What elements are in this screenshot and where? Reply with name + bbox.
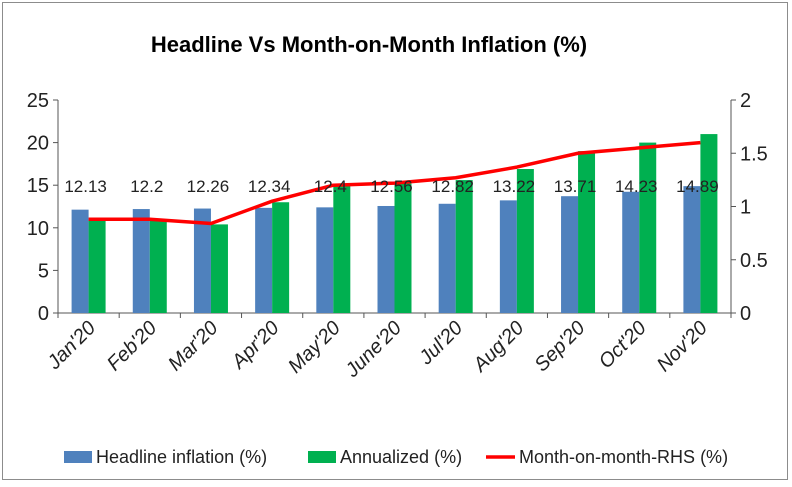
right-tick-label: 1	[740, 197, 751, 219]
plot-area: 0 5 10 15 20 25 0 0.5 1 1.5 2 Jan'20 Feb'20 Mar'20 Apr…	[27, 90, 768, 382]
headline-bar	[71, 209, 89, 313]
legend-swatch-annualized	[308, 451, 336, 463]
annualized-bar	[394, 183, 412, 313]
left-tick-label: 10	[27, 218, 49, 240]
x-category-label: June'20	[341, 317, 406, 382]
headline-bar	[561, 196, 579, 313]
headline-bar	[499, 200, 517, 313]
annualized-bar	[149, 220, 167, 313]
headline-bar	[132, 209, 150, 313]
x-category-label: Mar'20	[164, 317, 222, 375]
legend: Headline inflation (%) Annualized (%) Mont…	[64, 447, 728, 467]
headline-bar	[316, 207, 334, 313]
x-category-label: Oct'20	[595, 317, 651, 373]
annualized-bar	[88, 220, 106, 313]
headline-data-label: 14.23	[615, 177, 658, 196]
annualized-bar	[455, 180, 473, 313]
legend-label-month-on-month: Month-on-month-RHS (%)	[519, 447, 728, 467]
x-category-label: Jan'20	[43, 317, 100, 374]
left-tick-label: 5	[38, 260, 49, 282]
annualized-bar	[578, 151, 596, 313]
annualized-bar	[210, 224, 228, 313]
headline-data-label: 12.56	[370, 177, 413, 196]
headline-data-label: 12.4	[314, 177, 347, 196]
right-tick-label: 0	[740, 303, 751, 325]
headline-data-label: 13.22	[493, 177, 536, 196]
month-on-month-line	[88, 140, 701, 226]
x-category-label: May'20	[284, 317, 345, 378]
headline-bar	[438, 203, 456, 313]
chart-canvas: Headline Vs Month-on-Month Inflation (%)…	[27, 32, 768, 467]
left-tick-label: 0	[38, 303, 49, 325]
x-category-label: Nov'20	[653, 317, 712, 376]
headline-bar	[193, 208, 211, 313]
x-category-label: Sep'20	[530, 317, 589, 376]
legend-swatch-headline	[64, 451, 92, 463]
legend-label-annualized: Annualized (%)	[340, 447, 462, 467]
right-tick-label: 1.5	[740, 143, 768, 165]
annualized-bar	[333, 185, 351, 313]
annualized-bar	[516, 169, 534, 313]
chart-frame: Headline Vs Month-on-Month Inflation (%)…	[2, 2, 788, 480]
headline-bar	[255, 207, 273, 313]
right-tick-label: 2	[740, 90, 751, 112]
headline-bar	[622, 191, 640, 313]
x-category-label: Apr'20	[227, 317, 284, 374]
headline-data-label: 12.82	[431, 177, 474, 196]
x-category-label: Aug'20	[469, 317, 529, 377]
right-tick-label: 0.5	[740, 250, 768, 272]
headline-data-label: 14.89	[676, 177, 719, 196]
headline-data-label: 12.13	[64, 177, 107, 196]
x-category-label: Feb'20	[103, 317, 161, 375]
annualized-bar	[700, 134, 718, 313]
headline-data-label: 12.26	[187, 177, 230, 196]
left-tick-label: 20	[27, 133, 49, 155]
headline-data-label: 12.2	[130, 177, 163, 196]
headline-bar	[377, 205, 395, 313]
annualized-bar	[639, 142, 657, 313]
left-tick-label: 15	[27, 175, 49, 197]
annualized-bar	[272, 202, 290, 313]
left-tick-label: 25	[27, 90, 49, 112]
chart-title: Headline Vs Month-on-Month Inflation (%)	[151, 32, 587, 57]
headline-bar	[683, 186, 701, 313]
headline-data-label: 12.34	[248, 177, 291, 196]
x-category-label: Jul'20	[414, 317, 467, 370]
headline-data-label: 13.71	[554, 177, 597, 196]
legend-label-headline: Headline inflation (%)	[96, 447, 267, 467]
